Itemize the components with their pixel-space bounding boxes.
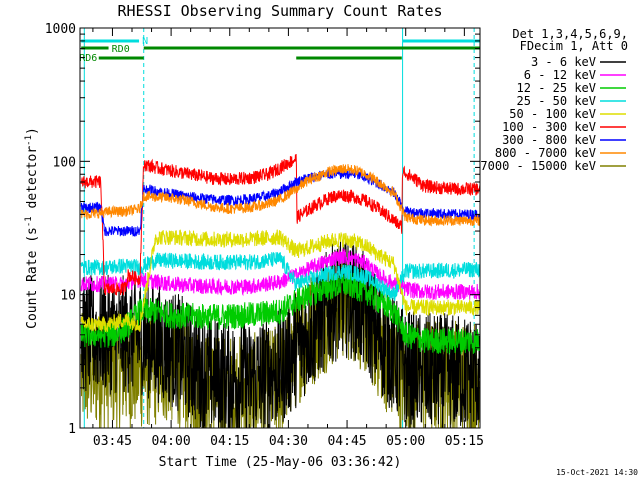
y-axis-label-sup2: -1 (24, 135, 34, 146)
legend-label-5: 100 - 300 keV (502, 120, 596, 134)
y-axis-label-sup1: -1 (24, 216, 34, 227)
y-tick-label-2: 100 (53, 155, 76, 170)
x-tick-label-5: 05:00 (386, 434, 425, 449)
legend-label-2: 12 - 25 keV (517, 81, 596, 95)
y-tick-label-0: 1 (68, 422, 76, 437)
timestamp: 15-Oct-2021 14:30 (556, 468, 638, 477)
series-line-7 (80, 164, 481, 227)
legend: Det 1,3,4,5,6,9, FDecim 1, Att 0 3 - 6 k… (480, 27, 628, 173)
legend-label-0: 3 - 6 keV (531, 55, 596, 69)
legend-header-2: FDecim 1, Att 0 (520, 39, 628, 53)
flag-rd6-label: RD6 (79, 53, 97, 64)
legend-label-3: 25 - 50 keV (517, 94, 596, 108)
y-axis-label: Count Rate (s-1 detector-1) (24, 127, 40, 329)
legend-label-4: 50 - 100 keV (509, 107, 596, 121)
y-axis-label-part1: Count Rate (s (25, 227, 40, 329)
y-axis-label-part2: detector (25, 146, 40, 217)
series-line-5 (80, 153, 481, 296)
legend-header-1: Det 1,3,4,5,6,9, (512, 27, 628, 41)
series-line-3 (80, 251, 481, 302)
x-tick-label-1: 04:00 (152, 434, 191, 449)
legend-label-7: 800 - 7000 keV (495, 146, 596, 160)
x-tick-label-2: 04:15 (210, 434, 249, 449)
chart-title: RHESSI Observing Summary Count Rates (117, 2, 442, 20)
y-tick-label-3: 1000 (45, 22, 76, 37)
flag-rd0-label: RD0 (112, 44, 130, 55)
series-line-2 (80, 270, 481, 355)
legend-label-1: 6 - 12 keV (524, 68, 596, 82)
y-axis-label-part3: ) (25, 127, 40, 135)
plot-frame (79, 27, 481, 429)
plot-area: N RD0 RD6 (79, 28, 481, 429)
x-tick-label-3: 04:30 (269, 434, 308, 449)
flag-n-label: N (142, 36, 148, 47)
x-tick-label-4: 04:45 (327, 434, 366, 449)
y-tick-label-1: 10 (60, 289, 76, 304)
legend-label-6: 300 - 800 keV (502, 133, 596, 147)
x-axis-ticks: 03:45 04:00 04:15 04:30 04:45 05:00 05:15 (92, 28, 484, 449)
y-axis-ticks: 1 10 100 1000 (45, 22, 480, 437)
x-tick-label-6: 05:15 (445, 434, 484, 449)
legend-label-8: 7000 - 15000 keV (480, 159, 596, 173)
x-tick-label-0: 03:45 (93, 434, 132, 449)
x-axis-label: Start Time (25-May-06 03:36:42) (159, 455, 402, 470)
series-line-4 (80, 229, 481, 333)
